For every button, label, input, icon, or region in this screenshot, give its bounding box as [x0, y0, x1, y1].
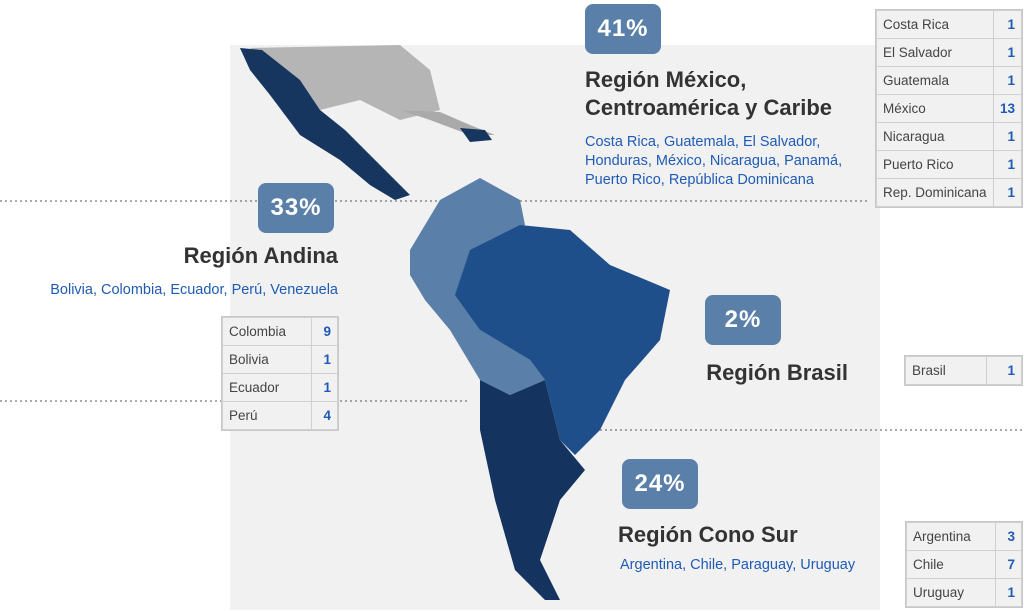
country-name: Chile [905, 550, 997, 579]
country-name: Rep. Dominicana [876, 178, 994, 207]
country-count: 7 [995, 550, 1022, 579]
southern-cone [480, 380, 585, 600]
table-row: Guatemala 1 [876, 66, 1023, 95]
brazil [455, 225, 670, 455]
country-list: Argentina, Chile, Paraguay, Uruguay [620, 557, 856, 573]
country-count: 1 [992, 122, 1023, 151]
country-list: Costa Rica, Guatemala, El Salvador, Hond… [585, 134, 843, 188]
region-title: Región Brasil [706, 359, 848, 387]
country-table: Argentina 3 Chile 7 Uruguay 1 [905, 522, 1022, 607]
country-table: Costa Rica 1 El Salvador 1 Guatemala 1 México 1… [876, 10, 1023, 207]
country-name: México [876, 94, 994, 123]
usa-shape [250, 45, 440, 120]
title-line: Región Brasil [706, 360, 848, 385]
table-row: Costa Rica 1 [876, 10, 1023, 39]
country-count: 9 [310, 317, 339, 346]
country-name: Guatemala [876, 66, 994, 95]
country-table: Brasil 1 [905, 356, 1023, 385]
country-count: 1 [992, 150, 1023, 179]
country-name: Puerto Rico [876, 150, 994, 179]
country-name: Nicaragua [876, 122, 994, 151]
table-row: Puerto Rico 1 [876, 150, 1023, 179]
region-title: Región Cono Sur [618, 521, 798, 549]
caribbean [400, 110, 495, 135]
table-row: Bolivia 1 [222, 345, 339, 374]
country-name: El Salvador [876, 38, 994, 67]
country-count: 1 [992, 178, 1023, 207]
country-list: Bolivia, Colombia, Ecuador, Perú, Venezu… [50, 282, 338, 298]
country-count: 1 [995, 578, 1022, 607]
table-row: Chile 7 [905, 550, 1022, 579]
region-title: Región México, Centroamérica y Caribe [585, 66, 832, 122]
country-count: 1 [310, 345, 339, 374]
country-count: 13 [992, 94, 1023, 123]
country-name: Uruguay [905, 578, 997, 607]
table-row: Ecuador 1 [222, 373, 339, 402]
table-row: Brasil 1 [905, 356, 1023, 385]
country-name: Argentina [905, 522, 997, 551]
caribbean-highlight [460, 128, 492, 142]
country-name: Perú [222, 401, 312, 430]
table-row: El Salvador 1 [876, 38, 1023, 67]
country-name: Ecuador [222, 373, 312, 402]
percent-badge: 2% [705, 295, 781, 345]
country-name: Bolivia [222, 345, 312, 374]
country-count: 1 [992, 10, 1023, 39]
percent-badge: 41% [585, 4, 661, 54]
table-row: Rep. Dominicana 1 [876, 178, 1023, 207]
table-row: México 13 [876, 94, 1023, 123]
table-row: Uruguay 1 [905, 578, 1022, 607]
country-count: 1 [310, 373, 339, 402]
country-table: Colombia 9 Bolivia 1 Ecuador 1 Perú 4 [222, 317, 339, 430]
country-name: Brasil [905, 356, 987, 385]
title-line: Centroamérica y Caribe [585, 95, 832, 120]
country-count: 1 [985, 356, 1023, 385]
table-row: Perú 4 [222, 401, 339, 430]
title-line: Región Andina [183, 243, 338, 268]
title-line: Región Cono Sur [618, 522, 798, 547]
table-row: Argentina 3 [905, 522, 1022, 551]
percent-badge: 33% [258, 183, 334, 233]
country-name: Colombia [222, 317, 312, 346]
percent-badge: 24% [622, 459, 698, 509]
table-row: Nicaragua 1 [876, 122, 1023, 151]
country-count: 3 [995, 522, 1022, 551]
country-count: 4 [310, 401, 339, 430]
region-title: Región Andina [184, 242, 338, 270]
title-line: Región México, [585, 67, 747, 92]
country-name: Costa Rica [876, 10, 994, 39]
mexico-central-america [240, 48, 410, 200]
table-row: Colombia 9 [222, 317, 339, 346]
andean-region [410, 178, 545, 395]
country-count: 1 [992, 66, 1023, 95]
country-count: 1 [992, 38, 1023, 67]
